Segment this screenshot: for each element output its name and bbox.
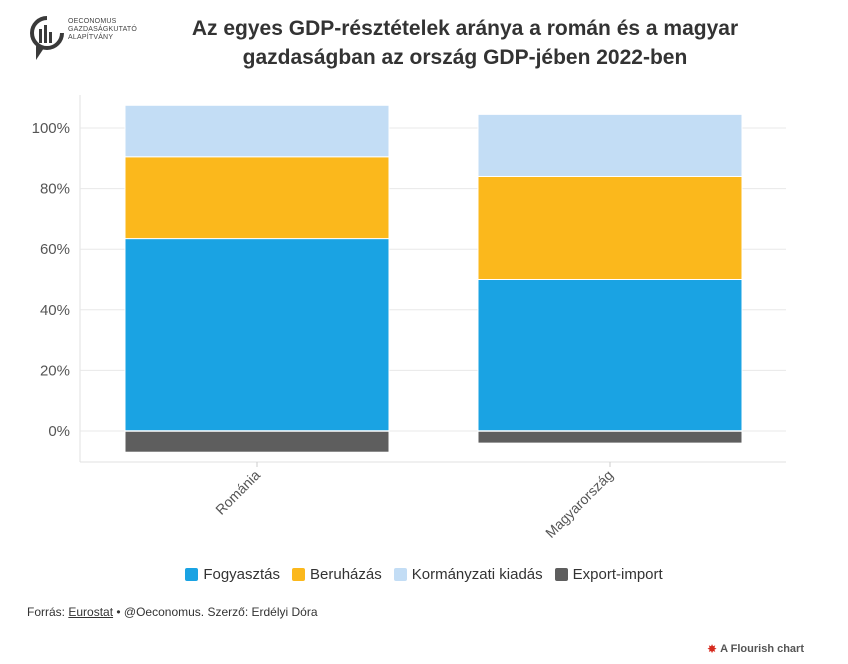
legend-item[interactable]: Export-import	[554, 566, 663, 583]
y-tick-label: 100%	[32, 120, 70, 137]
logo-text: OECONOMUS GAZDASÁGKUTATÓ ALAPÍTVÁNY	[68, 18, 137, 42]
flourish-credit[interactable]: ✸ A Flourish chart	[707, 642, 804, 656]
bar-segment	[477, 175, 743, 280]
y-tick-label: 0%	[48, 423, 70, 440]
legend-label: Export-import	[572, 566, 663, 583]
bar-segment	[477, 113, 743, 177]
y-tick-label: 80%	[40, 181, 70, 198]
legend-swatch	[554, 568, 568, 581]
oeconomus-logo-icon	[30, 16, 64, 60]
flourish-label: A Flourish chart	[720, 643, 804, 655]
logo-line-1: OECONOMUS	[68, 18, 117, 25]
footer-suffix: • @Oeconomus. Szerző: Erdélyi Dóra	[113, 605, 318, 619]
x-tick-label: Magyarország	[542, 467, 616, 541]
x-tick-label: Románia	[212, 467, 263, 518]
bar-segment	[124, 156, 390, 240]
y-tick-label: 60%	[40, 241, 70, 258]
flourish-star-icon: ✸	[707, 642, 718, 656]
chart-title-line-2: gazdaságban az ország GDP-jében 2022-ben	[242, 46, 688, 69]
stacked-bar-chart: 0% 20% 40% 60% 80% 100% Románia Magyarország	[32, 95, 786, 541]
source-link-eurostat[interactable]: Eurostat	[68, 605, 114, 619]
bar-segment	[124, 238, 390, 432]
bar-segment	[124, 430, 390, 453]
oeconomus-logo: OECONOMUS GAZDASÁGKUTATÓ ALAPÍTVÁNY	[30, 16, 137, 62]
legend-item[interactable]: Kormányzati kiadás	[393, 566, 543, 583]
bar-segment	[477, 279, 743, 432]
footer-prefix: Forrás:	[27, 605, 69, 619]
legend-swatch	[292, 568, 306, 581]
legend-swatch	[393, 568, 407, 581]
bar-segment	[477, 430, 743, 444]
chart-legend: Fogyasztás Beruházás Kormányzati kiadás Exp…	[0, 566, 848, 583]
legend-swatch	[185, 568, 199, 581]
y-tick-label: 20%	[40, 362, 70, 379]
y-tick-label: 40%	[40, 302, 70, 319]
bar-segment	[124, 104, 390, 158]
legend-label: Beruházás	[310, 566, 382, 583]
logo-line-3: ALAPÍTVÁNY	[68, 34, 114, 41]
legend-label: Kormányzati kiadás	[411, 566, 543, 583]
legend-item[interactable]: Beruházás	[292, 566, 382, 583]
chart-title-line-1: Az egyes GDP-résztételek aránya a román …	[191, 17, 739, 40]
legend-item[interactable]: Fogyasztás	[185, 566, 280, 583]
source-footer: Forrás: Eurostat • @Oeconomus. Szerző: E…	[27, 605, 318, 619]
logo-line-2: GAZDASÁGKUTATÓ	[68, 26, 138, 33]
chart-title: Az egyes GDP-résztételek aránya a román …	[140, 14, 790, 72]
legend-label: Fogyasztás	[203, 566, 281, 583]
